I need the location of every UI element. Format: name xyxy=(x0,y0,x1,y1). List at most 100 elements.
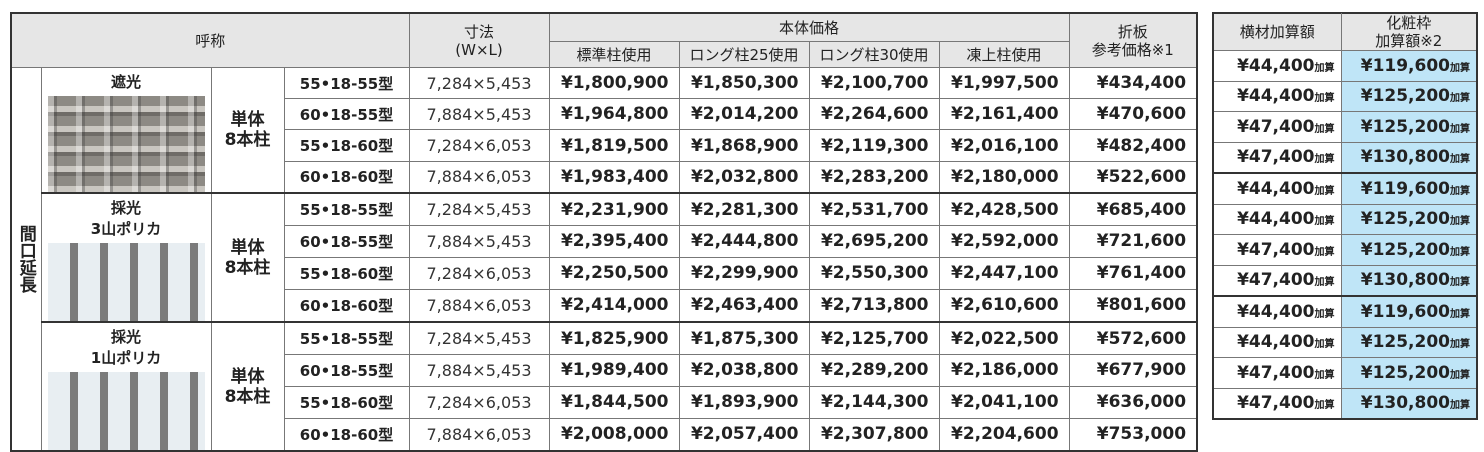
row: 55•18-60型 7,284×6,053 ¥1,844,500 ¥1,893,900… xyxy=(11,385,1198,419)
amount: ¥47,400 xyxy=(1237,393,1315,414)
folded-plate-price: ¥636,000 xyxy=(1068,385,1198,419)
trim-frame-addition: ¥125,200加算 xyxy=(1340,111,1478,143)
size: 7,884×6,053 xyxy=(408,288,550,323)
price: ¥1,825,900 xyxy=(548,321,680,355)
model: 60•18-60型 xyxy=(283,160,410,194)
price: ¥1,997,500 xyxy=(938,66,1070,100)
row: ¥47,400加算 ¥130,800加算 xyxy=(1212,387,1478,420)
add-mark: 加算 xyxy=(1314,216,1335,228)
price: ¥2,264,600 xyxy=(808,98,940,131)
price: ¥2,289,200 xyxy=(808,354,940,387)
header-cell: 折板 参考価格※1 xyxy=(1068,12,1198,68)
size: 7,884×5,453 xyxy=(408,225,550,258)
amount: ¥47,400 xyxy=(1237,116,1315,137)
folded-plate-price: ¥685,400 xyxy=(1068,192,1198,226)
price: ¥2,144,300 xyxy=(808,385,940,419)
price: ¥2,531,700 xyxy=(808,192,940,226)
trim-frame-addition: ¥125,200加算 xyxy=(1340,234,1478,266)
pillar-line: 単体 xyxy=(230,110,265,130)
trim-frame-addition: ¥119,600加算 xyxy=(1340,295,1478,328)
add-mark: 加算 xyxy=(1450,154,1470,166)
crossbar-addition: ¥44,400加算 xyxy=(1212,80,1342,112)
row: 55•18-60型 7,284×6,053 ¥1,819,500 ¥1,868,900… xyxy=(11,129,1198,162)
group-label-line: 遮光 xyxy=(110,73,141,91)
price: ¥2,041,100 xyxy=(938,385,1070,419)
pillar-line: 単体 xyxy=(230,366,265,387)
group-label: 遮光 xyxy=(42,68,210,92)
add-mark: 加算 xyxy=(1450,93,1470,105)
pillar-line: 単体 xyxy=(230,237,265,258)
price: ¥2,713,800 xyxy=(808,288,940,323)
row: ¥47,400加算 ¥125,200加算 xyxy=(1212,111,1478,143)
add-mark: 加算 xyxy=(1450,369,1470,381)
crossbar-addition: ¥47,400加算 xyxy=(1212,387,1342,420)
header-cell: 化粧枠 加算額※2 xyxy=(1340,12,1478,51)
amount: ¥119,600 xyxy=(1360,55,1450,76)
crossbar-addition: ¥44,400加算 xyxy=(1212,172,1342,205)
price: ¥2,008,000 xyxy=(548,417,680,452)
add-mark: 加算 xyxy=(1314,185,1335,197)
size: 7,284×6,053 xyxy=(408,129,550,162)
folded-plate-price: ¥470,600 xyxy=(1068,98,1198,131)
amount: ¥47,400 xyxy=(1237,270,1315,291)
trim-frame-addition: ¥130,800加算 xyxy=(1340,387,1478,420)
model: 60•18-60型 xyxy=(283,417,410,452)
row: 55•18-60型 7,284×6,053 ¥2,250,500 ¥2,299,900… xyxy=(11,256,1198,290)
header-line: 化粧枠 xyxy=(1386,14,1432,32)
price: ¥2,119,300 xyxy=(808,129,940,162)
group-cell: 遮光 xyxy=(40,67,212,194)
header-cell: ロング柱30使用 xyxy=(808,41,940,68)
add-mark: 加算 xyxy=(1314,400,1335,412)
price: ¥1,844,500 xyxy=(548,385,680,419)
model: 55•18-55型 xyxy=(283,321,410,355)
amount: ¥125,200 xyxy=(1360,116,1450,137)
product-image xyxy=(47,243,205,321)
add-mark: 加算 xyxy=(1450,216,1470,228)
price: ¥1,989,400 xyxy=(548,354,680,387)
amount: ¥130,800 xyxy=(1360,393,1450,414)
price: ¥2,180,000 xyxy=(938,160,1070,194)
header: 横材加算額 化粧枠 加算額※2 xyxy=(1212,12,1478,51)
price: ¥1,983,400 xyxy=(548,160,680,194)
addition-table: 横材加算額 化粧枠 加算額※2 ¥44,400加算 ¥119,600加算 ¥44,400… xyxy=(1212,12,1478,420)
group-label: 採光 3山ポリカ xyxy=(42,195,210,239)
header-cell: 標準柱使用 xyxy=(548,41,680,68)
amount: ¥125,200 xyxy=(1360,239,1450,260)
row: 60•18-55型 7,884×5,453 ¥2,395,400 ¥2,444,800… xyxy=(11,225,1198,258)
folded-plate-price: ¥753,000 xyxy=(1068,417,1198,452)
price: ¥2,281,300 xyxy=(678,192,810,226)
header-cell: 寸法 (W×L) xyxy=(408,12,550,68)
model: 60•18-55型 xyxy=(283,354,410,387)
price-table: 呼称 寸法 (W×L) 本体価格 折板 参考価格※1 標準柱使用 ロング柱25使用 ロング柱30… xyxy=(10,12,1199,452)
trim-frame-addition: ¥119,600加算 xyxy=(1340,50,1478,82)
crossbar-addition: ¥47,400加算 xyxy=(1212,141,1342,174)
amount: ¥119,600 xyxy=(1360,301,1450,322)
model: 55•18-55型 xyxy=(283,192,410,226)
add-mark: 加算 xyxy=(1450,339,1470,351)
header-cell: 凍上柱使用 xyxy=(938,41,1070,68)
amount: ¥44,400 xyxy=(1237,86,1315,107)
row: ¥44,400加算 ¥119,600加算 xyxy=(1212,172,1478,205)
size: 7,284×6,053 xyxy=(408,385,550,419)
size: 7,284×6,053 xyxy=(408,256,550,290)
crossbar-addition: ¥44,400加算 xyxy=(1212,203,1342,235)
group-label-line: 採光 xyxy=(110,328,141,346)
crossbar-addition: ¥44,400加算 xyxy=(1212,326,1342,358)
add-mark: 加算 xyxy=(1450,246,1470,258)
amount: ¥130,800 xyxy=(1360,147,1450,168)
pillar-line: 8本柱 xyxy=(224,386,271,407)
amount: ¥119,600 xyxy=(1360,178,1450,199)
row: 60•18-60型 7,884×6,053 ¥1,983,400 ¥2,032,800… xyxy=(11,160,1198,194)
crossbar-addition: ¥44,400加算 xyxy=(1212,295,1342,328)
price: ¥2,444,800 xyxy=(678,225,810,258)
price: ¥2,414,000 xyxy=(548,288,680,323)
add-mark: 加算 xyxy=(1450,185,1470,197)
folded-plate-price: ¥761,400 xyxy=(1068,256,1198,290)
price: ¥2,125,700 xyxy=(808,321,940,355)
trim-frame-addition: ¥125,200加算 xyxy=(1340,80,1478,112)
header-line: (W×L) xyxy=(455,40,503,59)
model: 55•18-60型 xyxy=(283,129,410,162)
header-cell: 呼称 xyxy=(10,12,410,68)
pillar-line: 8本柱 xyxy=(224,257,271,278)
